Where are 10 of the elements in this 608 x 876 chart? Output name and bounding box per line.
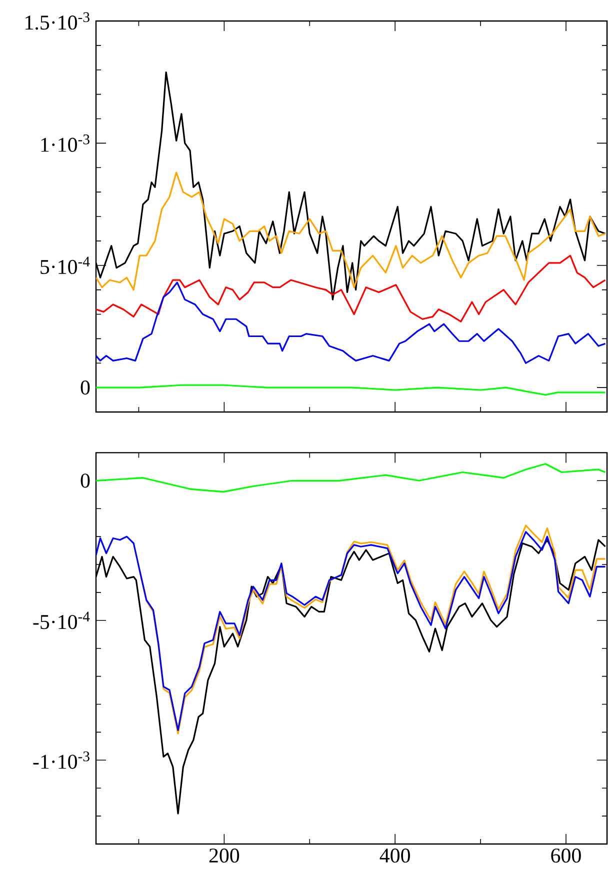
- y-tick-label: 1·10$^{-3}$: [41, 134, 90, 152]
- y-tick-label: 1.5·10$^{-3}$: [26, 12, 90, 30]
- x-tick-label: 200: [209, 848, 240, 863]
- y-tick-label: -5·10$^{-4}$: [33, 612, 90, 630]
- y-tick-label: -1·10$^{-3}$: [33, 751, 90, 769]
- y-tick-label: 0: [80, 380, 90, 395]
- y-tick-label: 0: [80, 474, 90, 488]
- x-tick-label: 600: [551, 848, 581, 863]
- y-tick-label: 5·10$^{-4}$: [40, 256, 90, 274]
- x-tick-label: 400: [380, 848, 410, 863]
